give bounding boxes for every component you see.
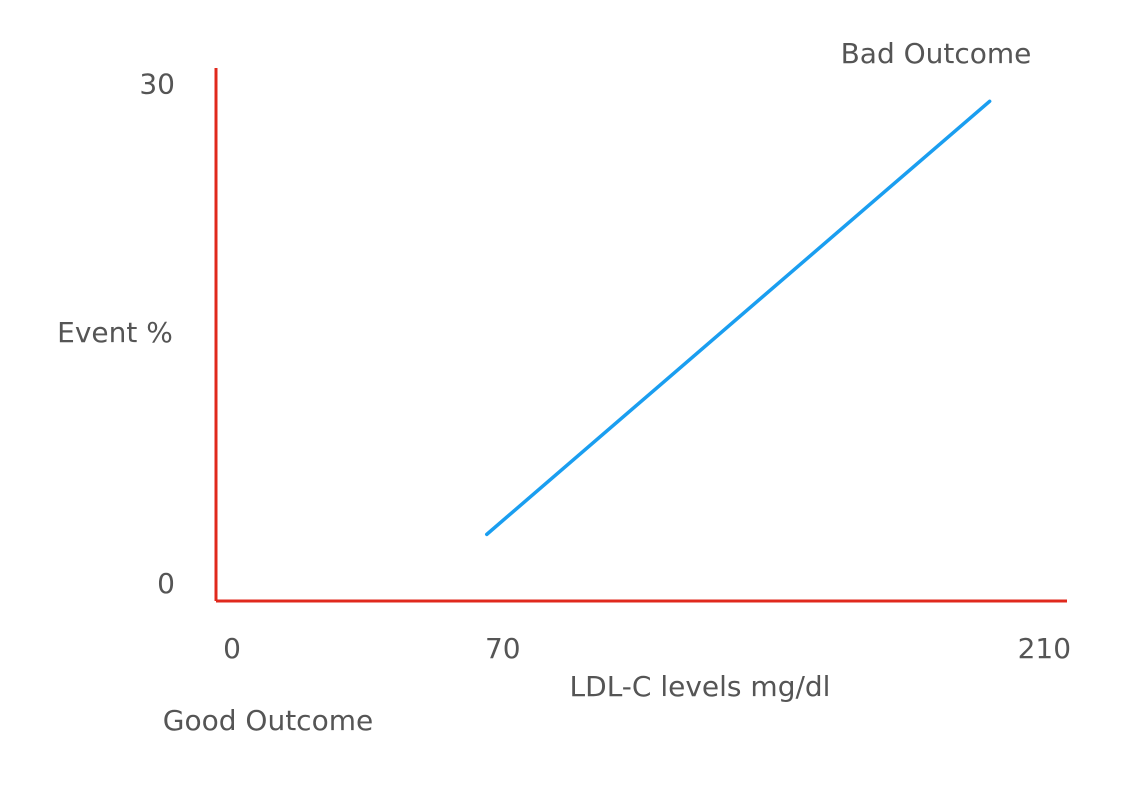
y-tick-label: 0 — [157, 567, 175, 600]
annotation: Good Outcome — [163, 704, 373, 737]
annotation: Bad Outcome — [841, 37, 1032, 70]
y-tick-label: 30 — [139, 67, 175, 100]
x-axis-label: LDL-C levels mg/dl — [570, 670, 831, 703]
y-axis-label: Event % — [57, 316, 173, 349]
x-tick-label: 210 — [1018, 632, 1071, 665]
data-line — [485, 99, 992, 537]
x-tick-label: 70 — [485, 632, 521, 665]
x-tick-label: 0 — [223, 632, 241, 665]
